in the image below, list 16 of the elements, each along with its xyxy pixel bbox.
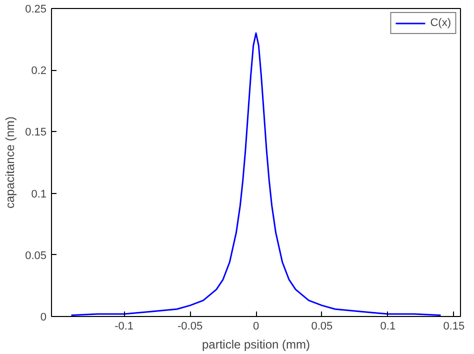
y-tick-label: 0.2 [31, 65, 47, 78]
x-tick-label: 0.05 [311, 320, 333, 332]
x-tick-label: 0.1 [380, 320, 396, 332]
y-axis-title: capacitance (nm) [3, 116, 18, 209]
x-axis-title: particle psition (mm) [202, 338, 310, 352]
y-tick-label: 0.05 [25, 250, 47, 262]
y-tick-label: 0 [40, 312, 47, 324]
x-tick-label: -0.05 [177, 320, 203, 332]
x-tick-label: -0.1 [114, 320, 134, 332]
legend-label: C(x) [430, 17, 451, 29]
y-tick-label: 0.15 [25, 126, 47, 139]
line-series [70, 32, 442, 316]
x-tick-label: 0.15 [443, 320, 465, 332]
x-tick-label: 0 [252, 320, 260, 332]
y-tick-label: 0.25 [25, 4, 47, 16]
y-tick-label: 0.1 [31, 188, 47, 200]
